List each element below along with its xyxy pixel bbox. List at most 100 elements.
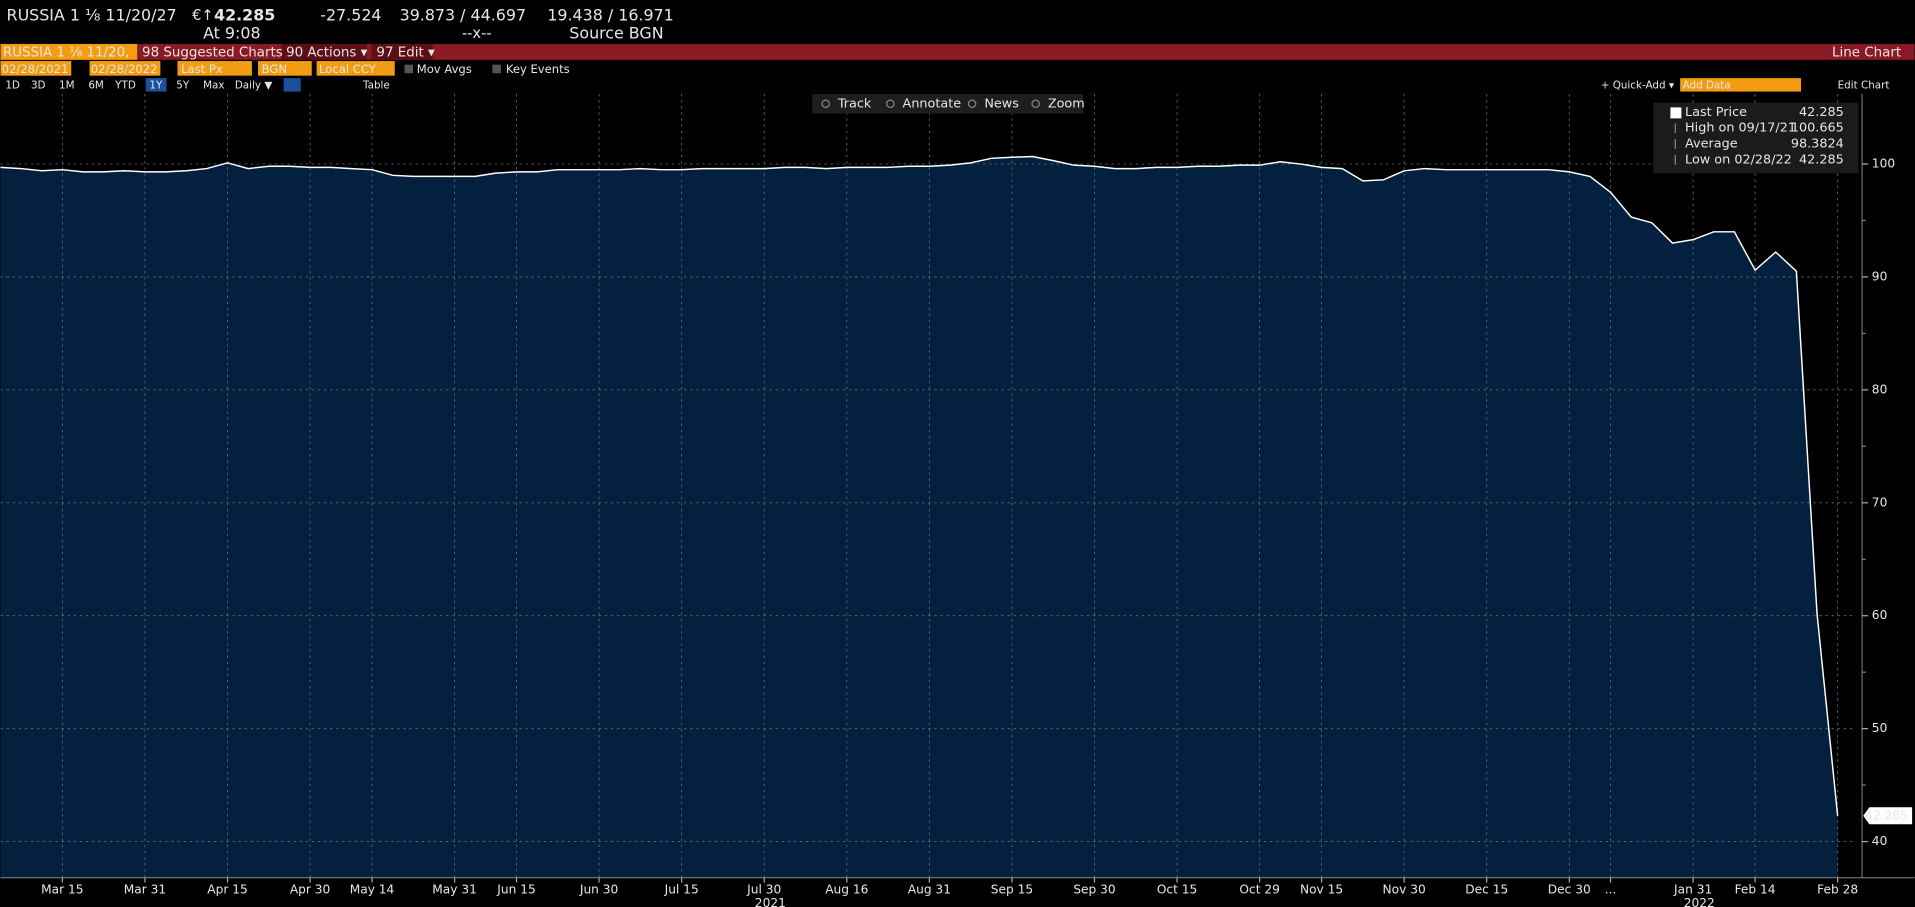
tool-button[interactable]: Track xyxy=(837,96,872,111)
plot xyxy=(0,93,1856,878)
security-box xyxy=(0,43,138,60)
security: RUSSIA 1 ⅛ 11/20/27 xyxy=(7,5,177,24)
actions[interactable]: 90 Actions ▾ xyxy=(286,45,368,60)
checkbox[interactable] xyxy=(492,64,501,74)
tool-icon xyxy=(967,99,977,109)
year-label: 2022 xyxy=(1684,896,1715,907)
chart-style-button[interactable] xyxy=(283,78,301,92)
tool-bar xyxy=(812,93,1084,114)
source-box[interactable] xyxy=(258,61,312,76)
x-tick-label: Jun 30 xyxy=(579,882,618,896)
x-tick-label: Jul 30 xyxy=(746,882,781,896)
legend-swatch xyxy=(1670,107,1682,119)
x-tick-label: Aug 31 xyxy=(908,882,951,896)
quick-add[interactable]: + Quick-Add ▾ xyxy=(1601,79,1675,91)
add-data-box[interactable] xyxy=(1680,78,1802,92)
menu-bar xyxy=(0,43,1915,60)
currency-box[interactable] xyxy=(316,61,395,76)
add-data[interactable]: Add Data xyxy=(1683,79,1731,91)
x-tick-label: Nov 15 xyxy=(1300,882,1343,896)
checkbox[interactable] xyxy=(404,64,414,74)
period-button[interactable]: YTD xyxy=(114,79,136,91)
period-button[interactable]: Max xyxy=(203,79,224,91)
x-tick-label: Oct 29 xyxy=(1239,882,1279,896)
legend-stat-label: Low on 02/28/22 xyxy=(1685,152,1792,167)
x-tick-label: Mar 31 xyxy=(124,882,166,896)
tool-button[interactable]: News xyxy=(984,96,1019,111)
setting-currency[interactable]: Local CCY xyxy=(319,62,377,76)
end-box[interactable] xyxy=(89,61,161,76)
x-tick-label: Feb 14 xyxy=(1735,882,1776,896)
period-button[interactable]: 5Y xyxy=(176,79,190,91)
legend-stat-value: 98.3824 xyxy=(1791,137,1844,152)
start-box[interactable] xyxy=(0,61,72,76)
edit-chart[interactable]: Edit Chart xyxy=(1838,79,1890,91)
x-tick-label: Nov 30 xyxy=(1383,882,1426,896)
legend-stat-value: 100.665 xyxy=(1791,121,1844,136)
y-tick-label: 50 xyxy=(1872,721,1888,735)
legend-stat-label: Average xyxy=(1685,137,1738,152)
x-tick-label: Apr 30 xyxy=(290,882,330,896)
period-button[interactable]: 1Y xyxy=(149,79,163,91)
x-tick-label: Apr 15 xyxy=(207,882,247,896)
last-price-tag xyxy=(1863,807,1913,825)
bid-ask: 39.873 / 44.697 xyxy=(400,5,526,24)
tool-button[interactable]: Annotate xyxy=(903,96,962,111)
x-tick-label: ... xyxy=(1605,882,1617,896)
field-box[interactable] xyxy=(177,61,252,76)
legend-box xyxy=(1653,102,1859,174)
x-tick-label: Feb 28 xyxy=(1817,882,1858,896)
setting-field[interactable]: Last Px xyxy=(181,62,223,76)
actions-box[interactable] xyxy=(281,43,367,60)
suggested-charts[interactable]: 98 Suggested Charts xyxy=(142,45,283,60)
mov-avgs[interactable]: Mov Avgs xyxy=(417,62,472,76)
period-active xyxy=(145,78,167,92)
source: Source BGN xyxy=(569,24,663,43)
menu-security: RUSSIA 1 ⅛ 11/20, xyxy=(3,45,129,60)
setting-end[interactable]: 02/28/2022 xyxy=(91,62,158,76)
year-label: 2021 xyxy=(755,896,786,907)
tool-icon xyxy=(886,99,895,109)
period-button[interactable]: 1D xyxy=(5,79,20,91)
size: --x-- xyxy=(462,25,492,42)
currency: €↑ xyxy=(192,7,214,24)
x-tick-label: Jul 15 xyxy=(664,882,699,896)
edit-box[interactable] xyxy=(371,43,433,60)
period-button[interactable]: 1M xyxy=(59,79,75,91)
legend-value: 42.285 xyxy=(1799,105,1844,120)
frequency[interactable]: Daily ▼ xyxy=(235,79,273,91)
tool-icon xyxy=(1031,99,1040,109)
x-tick-label: Oct 15 xyxy=(1157,882,1197,896)
table-button[interactable]: Table xyxy=(362,79,390,91)
period-button[interactable]: 6M xyxy=(88,79,104,91)
legend-name: Last Price xyxy=(1685,105,1747,120)
y-tick-label: 70 xyxy=(1872,495,1888,509)
setting-start[interactable]: 02/28/2021 xyxy=(2,62,69,76)
setting-source[interactable]: BGN xyxy=(262,62,287,76)
yields: 19.438 / 16.971 xyxy=(547,5,673,24)
edit[interactable]: 97 Edit ▾ xyxy=(376,45,435,60)
y-tick-label: 90 xyxy=(1872,269,1888,283)
x-tick-label: May 14 xyxy=(350,882,395,896)
legend-stat-value: 42.285 xyxy=(1799,152,1844,167)
time: At 9:08 xyxy=(203,24,260,43)
area-fill xyxy=(0,156,1838,878)
tool-icon xyxy=(821,99,830,109)
x-tick-label: Aug 16 xyxy=(825,882,868,896)
change: -27.524 xyxy=(320,5,381,24)
last-price-label: 42.285 xyxy=(1865,808,1908,822)
y-tick-label: 60 xyxy=(1872,608,1888,622)
chart-type: Line Chart xyxy=(1832,45,1901,60)
x-tick-label: Jan 31 xyxy=(1673,882,1712,896)
period-button[interactable]: 3D xyxy=(31,79,46,91)
x-tick-label: Jun 15 xyxy=(496,882,535,896)
key-events[interactable]: Key Events xyxy=(506,62,570,76)
x-tick-label: Mar 15 xyxy=(41,882,83,896)
x-tick-label: Sep 30 xyxy=(1073,882,1115,896)
y-tick-label: 80 xyxy=(1872,382,1888,396)
price: 42.285 xyxy=(214,5,275,24)
x-tick-label: May 31 xyxy=(432,882,477,896)
tool-button[interactable]: Zoom xyxy=(1048,96,1085,111)
